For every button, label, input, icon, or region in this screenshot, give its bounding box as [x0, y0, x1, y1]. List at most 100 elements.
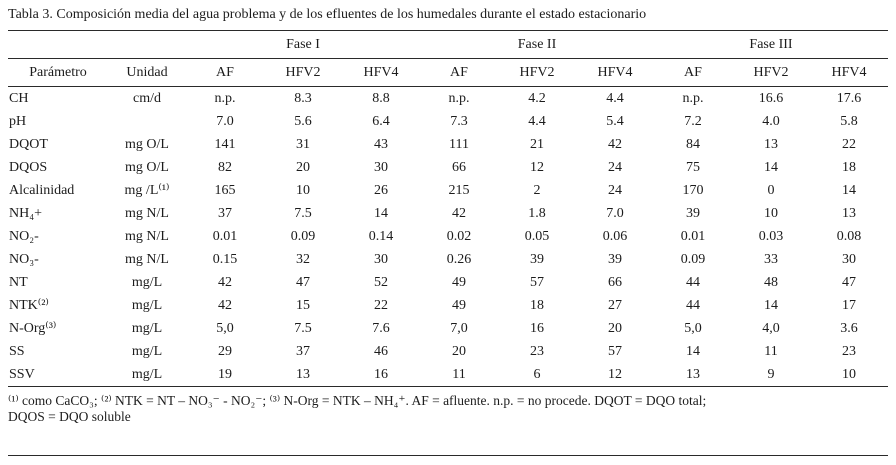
column-header-hfv4: HFV4: [576, 58, 654, 87]
value-cell: 57: [530, 275, 544, 290]
table-row: DQOT mg O/L 141 31 43 111 21 42 84 13 22: [8, 133, 888, 156]
value-cell: 5,0: [684, 321, 702, 336]
value-cell: 42: [452, 206, 466, 221]
unit-cell: mg/L: [131, 344, 163, 359]
value-cell: 42: [218, 298, 232, 313]
value-cell: 0.02: [446, 229, 472, 244]
table-row: NTK⁽²⁾ mg/L 42 15 22 49 18 27 44 14 17: [8, 294, 888, 317]
value-cell: 42: [608, 137, 622, 152]
value-cell: 8.3: [294, 91, 312, 106]
table-row: NO₃- mg N/L 0.15 32 30 0.26 39 39 0.09 33 30: [8, 248, 888, 271]
value-cell: 57: [608, 344, 622, 359]
value-cell: 7,0: [450, 321, 468, 336]
value-cell: 30: [374, 160, 388, 175]
value-cell: 0.03: [758, 229, 784, 244]
table-row: Alcalinidad mg /L⁽¹⁾ 165 10 26 215 2 24 170 0 14: [8, 179, 888, 202]
phase-header-fase1: Fase I: [186, 30, 420, 59]
value-cell: 31: [296, 137, 310, 152]
param-cell: NTK⁽²⁾: [9, 298, 49, 313]
value-cell: 39: [608, 252, 622, 267]
param-cell: pH: [9, 114, 27, 129]
value-cell: 5,0: [216, 321, 234, 336]
value-cell: 14: [764, 298, 778, 313]
value-cell: 4.0: [762, 114, 780, 129]
value-cell: 20: [296, 160, 310, 175]
param-cell: NO₃-: [9, 252, 39, 267]
column-header-unidad: Unidad: [108, 58, 186, 87]
unit-cell: cm/d: [133, 91, 161, 106]
unit-cell: mg/L: [131, 321, 163, 336]
value-cell: 7.6: [372, 321, 390, 336]
param-cell: DQOT: [9, 137, 48, 152]
value-cell: 13: [654, 363, 732, 387]
value-cell: 47: [296, 275, 310, 290]
value-cell: 24: [608, 183, 622, 198]
value-cell: 66: [452, 160, 466, 175]
unit-cell: mg/L: [108, 363, 186, 387]
value-cell: 49: [452, 275, 466, 290]
column-header-hfv2: HFV2: [498, 58, 576, 87]
value-cell: 49: [452, 298, 466, 313]
unit-cell: mg N/L: [125, 206, 169, 221]
table-row: DQOS mg O/L 82 20 30 66 12 24 75 14 18: [8, 156, 888, 179]
value-cell: 0.01: [680, 229, 706, 244]
value-cell: 7.0: [606, 206, 624, 221]
value-cell: 9: [732, 363, 810, 387]
column-header-row: Parámetro Unidad AF HFV2 HFV4 AF HFV2 HF…: [8, 58, 888, 87]
value-cell: 7.3: [450, 114, 468, 129]
value-cell: 30: [374, 252, 388, 267]
value-cell: 12: [530, 160, 544, 175]
value-cell: 44: [686, 275, 700, 290]
value-cell: 0.08: [836, 229, 862, 244]
value-cell: 4.4: [528, 114, 546, 129]
value-cell: 16: [342, 363, 420, 387]
column-header-hfv2: HFV2: [732, 58, 810, 87]
value-cell: 19: [186, 363, 264, 387]
value-cell: 26: [374, 183, 388, 198]
empty-header-cell: [108, 30, 186, 59]
value-cell: 10: [764, 206, 778, 221]
value-cell: 14: [842, 183, 856, 198]
value-cell: 5.6: [294, 114, 312, 129]
column-header-hfv4: HFV4: [342, 58, 420, 87]
value-cell: 15: [296, 298, 310, 313]
value-cell: 47: [842, 275, 856, 290]
value-cell: 39: [530, 252, 544, 267]
value-cell: 0.09: [680, 252, 706, 267]
value-cell: 37: [218, 206, 232, 221]
param-cell: CH: [9, 91, 29, 106]
table-title: Tabla 3. Composición media del agua prob…: [8, 7, 647, 22]
value-cell: 39: [686, 206, 700, 221]
value-cell: 7.2: [684, 114, 702, 129]
param-cell: Alcalinidad: [9, 183, 75, 198]
value-cell: 52: [374, 275, 388, 290]
value-cell: 3.6: [840, 321, 858, 336]
value-cell: 75: [686, 160, 700, 175]
column-header-hfv4: HFV4: [810, 58, 888, 87]
value-cell: 33: [764, 252, 778, 267]
value-cell: 24: [608, 160, 622, 175]
value-cell: 14: [374, 206, 388, 221]
value-cell: 5.4: [606, 114, 624, 129]
footnote-line-1: ⁽¹⁾ como CaCO₃; ⁽²⁾ NTK = NT – NO₃⁻ - NO…: [8, 393, 707, 408]
value-cell: 17: [842, 298, 856, 313]
column-header-hfv2: HFV2: [264, 58, 342, 87]
table-row: CH cm/d n.p. 8.3 8.8 n.p. 4.2 4.4 n.p. 16.6 17.6: [8, 87, 888, 111]
unit-cell: mg N/L: [125, 252, 169, 267]
value-cell: 4,0: [762, 321, 780, 336]
value-cell: 2: [533, 183, 541, 198]
value-cell: 43: [374, 137, 388, 152]
value-cell: 7.5: [294, 321, 312, 336]
value-cell: 20: [608, 321, 622, 336]
value-cell: 10: [296, 183, 310, 198]
param-cell: NH₄+: [9, 206, 42, 221]
value-cell: 4.4: [606, 91, 624, 106]
param-cell: SSV: [8, 363, 108, 387]
data-table: Fase I Fase II Fase III Parámetro Unidad…: [8, 30, 888, 387]
value-cell: 17.6: [836, 91, 862, 106]
table-row: NO₂- mg N/L 0.01 0.09 0.14 0.02 0.05 0.06 0.01 0.…: [8, 225, 888, 248]
value-cell: 0.15: [212, 252, 238, 267]
unit-cell: mg N/L: [125, 229, 169, 244]
value-cell: 0.09: [290, 229, 316, 244]
